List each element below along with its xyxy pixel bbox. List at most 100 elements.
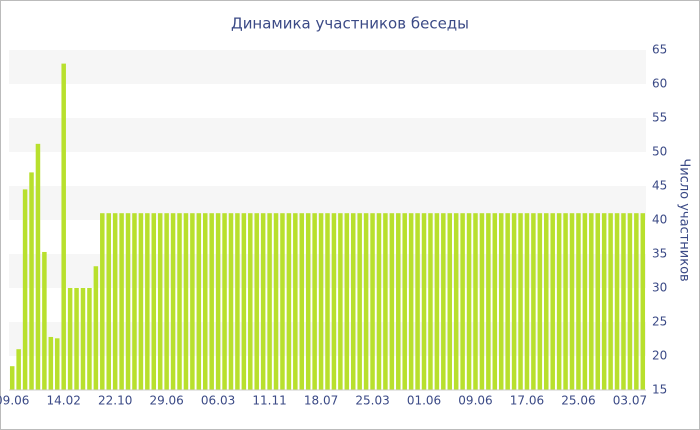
y-tick-label: 45 [652,179,667,193]
bar [280,213,285,390]
bar [357,213,362,390]
bar [87,288,92,390]
bar [35,143,41,390]
x-tick-label: 17.06 [510,394,544,408]
bar [569,213,575,390]
bar [441,213,446,390]
bar [196,213,202,390]
bar [119,213,124,390]
y-tick-label: 60 [652,77,667,91]
x-tick-label: 09.06 [458,394,492,408]
bar [556,213,562,390]
bar [241,213,247,390]
y-tick-label: 15 [652,383,667,397]
bar [396,213,401,390]
bar [402,213,407,390]
y-tick-label: 40 [652,213,667,227]
x-tick-label: 03.07 [613,394,647,408]
x-tick-label: 18.07 [304,394,338,408]
bar [145,213,150,390]
bar [338,213,343,390]
bar [634,213,639,390]
bar [177,213,182,390]
x-tick-label: 11.11 [252,394,286,408]
bar [350,213,356,390]
bar [589,213,594,390]
x-tick-label: 25.03 [355,394,389,408]
bar [170,213,176,390]
bar [112,213,118,390]
bar [383,213,388,390]
bar [222,213,227,390]
bar [447,213,453,390]
bar [293,213,298,390]
bar [550,213,555,390]
bar [138,213,144,390]
bar [344,213,350,390]
bar [421,213,427,390]
bar [183,213,189,390]
x-tick-label: 22.10 [98,394,132,408]
x-tick-label: 01.06 [407,394,441,408]
bar [125,213,131,390]
x-tick-label: 09.06 [0,394,29,408]
bar [74,288,79,390]
bar [531,213,536,390]
bar [254,213,259,390]
bar [363,213,369,390]
bar [518,213,523,390]
bar [479,213,485,390]
bar [408,213,414,390]
y-tick-label: 65 [652,43,667,57]
x-tick-label: 29.06 [149,394,183,408]
chart-title: Динамика участников беседы [231,15,469,33]
bar [9,366,15,390]
bar [157,213,163,390]
y-tick-label: 55 [652,111,667,125]
y-axis-label: Число участников [677,158,692,281]
grid-band [9,118,646,152]
bar [325,213,330,390]
bar [48,336,54,390]
y-tick-label: 35 [652,247,667,261]
bar [511,213,517,390]
bar [286,213,292,390]
bar [80,288,86,390]
bar [132,213,137,390]
bar [434,213,440,390]
bar [582,213,588,390]
bar [576,213,581,390]
x-tick-label: 06.03 [201,394,235,408]
bar [460,213,465,390]
bar [22,189,28,390]
bar [428,213,433,390]
bar [466,213,472,390]
bar [228,213,234,390]
bar [601,213,607,390]
bar [621,213,626,390]
bar [640,213,646,390]
bar [563,213,568,390]
bar [305,213,311,390]
bar [93,266,99,390]
bar [55,338,60,390]
y-tick-label: 30 [652,281,667,295]
y-tick-label: 50 [652,145,667,159]
bar [492,213,498,390]
bar [215,213,221,390]
x-tick-label: 14.02 [47,394,81,408]
bar [29,172,34,390]
bar [235,213,240,390]
bar [370,213,375,390]
bar [16,349,21,390]
bar [537,213,543,390]
bar [486,213,491,390]
bar [389,213,395,390]
bar [614,213,620,390]
bar [61,63,66,390]
bar [453,213,459,390]
bar [376,213,382,390]
bar [164,213,169,390]
bar [267,213,272,390]
bar [312,213,317,390]
